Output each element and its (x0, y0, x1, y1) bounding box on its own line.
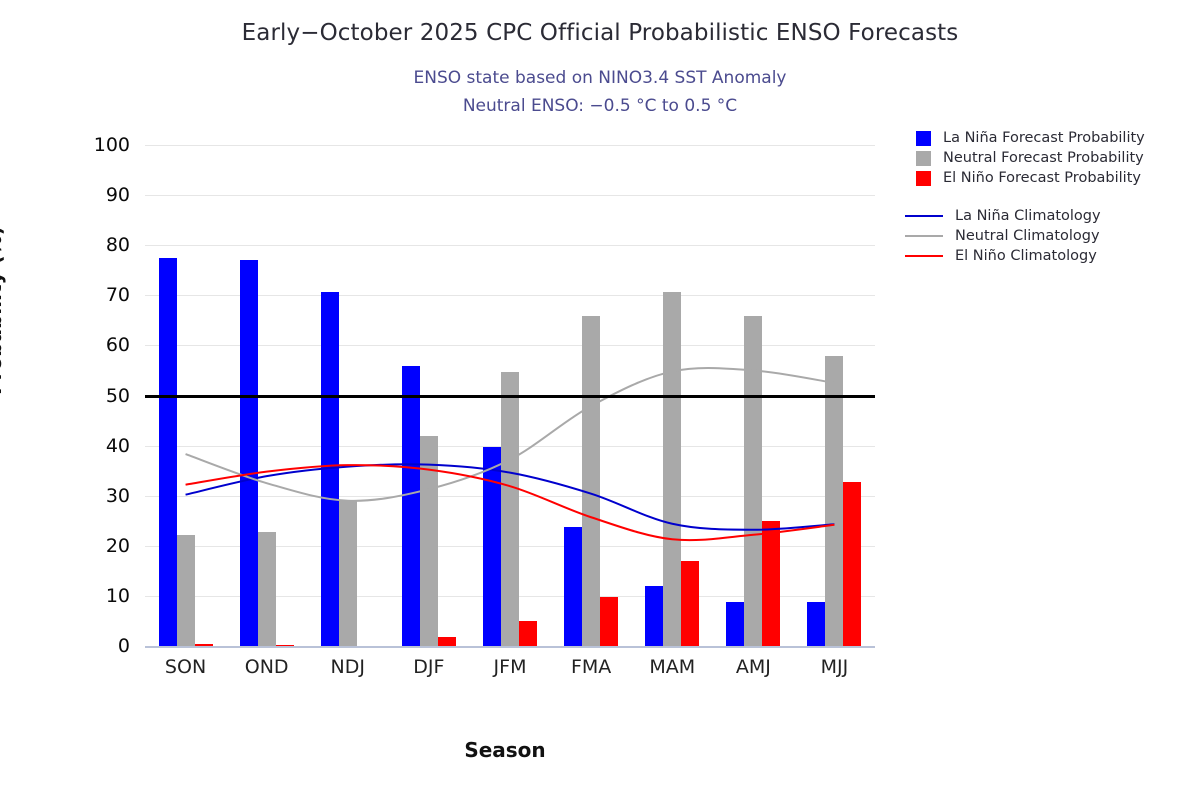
bar-la-ni-a-forecast-probability-ond[interactable] (239, 260, 258, 646)
legend-item-neutral-climatology[interactable]: Neutral Climatology (905, 226, 1195, 246)
legend-item-el-nino-forecast[interactable]: El Niño Forecast Probability (905, 168, 1195, 188)
chart-title: Early−October 2025 CPC Official Probabil… (241, 20, 959, 46)
x-tick-label-amj: AMJ (735, 656, 771, 678)
chart-subtitle-1: ENSO state based on NINO3.4 SST Anomaly (413, 68, 787, 88)
bar-el-ni-o-forecast-probability-son[interactable] (194, 644, 213, 646)
x-tick-label-jfm: JFM (493, 656, 527, 678)
bar-neutral-forecast-probability-amj[interactable] (744, 315, 763, 646)
legend-swatch-icon (916, 130, 931, 146)
y-tick-label: 0 (117, 635, 130, 657)
line-neutral-climatology (185, 366, 835, 502)
bar-el-ni-o-forecast-probability-mam[interactable] (681, 561, 700, 646)
legend-label: El Niño Climatology (955, 248, 1097, 264)
bar-el-ni-o-forecast-probability-ond[interactable] (275, 645, 294, 646)
bar-neutral-forecast-probability-ndj[interactable] (338, 499, 357, 646)
legend-label: La Niña Forecast Probability (943, 130, 1145, 146)
bar-neutral-forecast-probability-son[interactable] (176, 535, 195, 646)
y-tick-label: 10 (105, 584, 130, 607)
climatology-lines (185, 366, 835, 542)
bar-neutral-forecast-probability-ond[interactable] (257, 531, 276, 646)
chart-legend: La Niña Forecast Probability Neutral Fore… (905, 128, 1195, 266)
legend-item-neutral-forecast[interactable]: Neutral Forecast Probability (905, 148, 1195, 168)
y-tick-label: 30 (105, 484, 130, 507)
gridline (145, 345, 875, 347)
legend-line-icon (905, 215, 943, 217)
bar-el-ni-o-forecast-probability-mjj[interactable] (843, 482, 862, 646)
bar-la-ni-a-forecast-probability-jfm[interactable] (483, 447, 501, 646)
bar-neutral-forecast-probability-mjj[interactable] (825, 356, 844, 646)
plot-area (145, 145, 875, 647)
y-tick-label: 90 (105, 184, 130, 207)
x-axis-line (145, 646, 875, 648)
chart-subtitle-2: Neutral ENSO: −0.5 °C to 0.5 °C (462, 96, 738, 116)
x-tick-label-son: SON (164, 656, 207, 678)
gridline (145, 145, 875, 146)
legend-item-la-nina-climatology[interactable]: La Niña Climatology (905, 206, 1195, 226)
bar-la-ni-a-forecast-probability-djf[interactable] (401, 365, 420, 646)
legend-swatch-icon (916, 150, 931, 166)
x-tick-label-fma: FMA (570, 656, 612, 678)
bar-el-ni-o-forecast-probability-ndj[interactable] (356, 645, 375, 646)
y-axis-title: Probability (%) (0, 226, 6, 395)
line-el-ni-o-climatology (185, 464, 835, 542)
legend-label: Neutral Climatology (955, 228, 1100, 244)
legend-line-icon (905, 255, 943, 257)
y-tick-label: 80 (105, 234, 130, 257)
bar-la-ni-a-forecast-probability-mam[interactable] (645, 585, 664, 646)
y-tick-label: 70 (105, 284, 130, 307)
bar-neutral-forecast-probability-jfm[interactable] (501, 371, 519, 646)
legend-item-el-nino-climatology[interactable]: El Niño Climatology (905, 246, 1195, 266)
reference-line-50 (145, 394, 875, 398)
x-tick-label-ond: OND (244, 656, 289, 678)
y-tick-label: 40 (105, 434, 130, 457)
bar-la-ni-a-forecast-probability-fma[interactable] (564, 526, 583, 646)
x-tick-label-mam: MAM (649, 656, 696, 678)
bar-el-ni-o-forecast-probability-djf[interactable] (437, 636, 456, 646)
y-tick-label: 20 (105, 534, 130, 557)
legend-label: La Niña Climatology (955, 208, 1101, 224)
y-tick-label: 100 (93, 134, 130, 156)
x-tick-label-mjj: MJJ (820, 656, 849, 678)
legend-label: El Niño Forecast Probability (943, 170, 1141, 186)
y-tick-label: 50 (105, 384, 130, 407)
bar-neutral-forecast-probability-fma[interactable] (582, 315, 601, 646)
legend-item-la-nina-forecast[interactable]: La Niña Forecast Probability (905, 128, 1195, 148)
legend-swatch-icon (916, 170, 931, 186)
x-tick-label-djf: DJF (413, 656, 445, 678)
bar-el-ni-o-forecast-probability-fma[interactable] (600, 596, 619, 646)
legend-line-icon (905, 235, 943, 237)
legend-separator (905, 188, 1195, 206)
bar-la-ni-a-forecast-probability-amj[interactable] (726, 601, 745, 646)
bar-el-ni-o-forecast-probability-amj[interactable] (762, 521, 781, 646)
x-axis-title: Season (464, 738, 546, 762)
gridline (145, 295, 875, 297)
gridline (145, 245, 875, 247)
gridline (145, 195, 875, 197)
bar-la-ni-a-forecast-probability-son[interactable] (158, 257, 177, 646)
bar-neutral-forecast-probability-mam[interactable] (663, 291, 682, 646)
y-tick-label: 60 (105, 334, 130, 357)
line-la-ni-a-climatology (185, 463, 835, 531)
x-tick-label-ndj: NDJ (330, 656, 365, 678)
bar-la-ni-a-forecast-probability-mjj[interactable] (807, 601, 826, 646)
legend-label: Neutral Forecast Probability (943, 150, 1144, 166)
bar-el-ni-o-forecast-probability-jfm[interactable] (519, 620, 537, 646)
